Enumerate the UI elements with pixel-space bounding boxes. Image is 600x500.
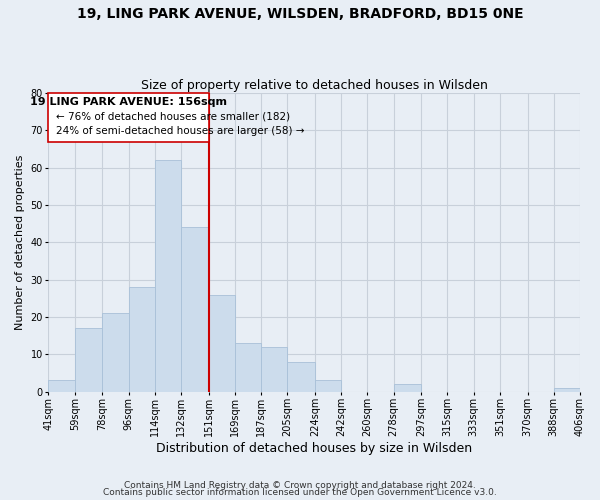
Bar — [554, 388, 580, 392]
Text: Contains HM Land Registry data © Crown copyright and database right 2024.: Contains HM Land Registry data © Crown c… — [124, 480, 476, 490]
Text: 19, LING PARK AVENUE, WILSDEN, BRADFORD, BD15 0NE: 19, LING PARK AVENUE, WILSDEN, BRADFORD,… — [77, 8, 523, 22]
Text: 24% of semi-detached houses are larger (58) →: 24% of semi-detached houses are larger (… — [56, 126, 305, 136]
FancyBboxPatch shape — [49, 93, 209, 142]
Bar — [103, 313, 128, 392]
Y-axis label: Number of detached properties: Number of detached properties — [15, 154, 25, 330]
Bar — [128, 287, 155, 392]
Bar — [49, 380, 74, 392]
Bar — [209, 294, 235, 392]
Bar — [155, 160, 181, 392]
Bar — [74, 328, 103, 392]
Title: Size of property relative to detached houses in Wilsden: Size of property relative to detached ho… — [141, 79, 488, 92]
Text: 19 LING PARK AVENUE: 156sqm: 19 LING PARK AVENUE: 156sqm — [30, 97, 227, 107]
Bar — [235, 343, 261, 392]
Bar — [287, 362, 315, 392]
Bar — [261, 347, 287, 392]
Text: Contains public sector information licensed under the Open Government Licence v3: Contains public sector information licen… — [103, 488, 497, 497]
Bar — [181, 228, 209, 392]
Bar — [315, 380, 341, 392]
X-axis label: Distribution of detached houses by size in Wilsden: Distribution of detached houses by size … — [156, 442, 472, 455]
Bar — [394, 384, 421, 392]
Text: ← 76% of detached houses are smaller (182): ← 76% of detached houses are smaller (18… — [56, 112, 290, 122]
